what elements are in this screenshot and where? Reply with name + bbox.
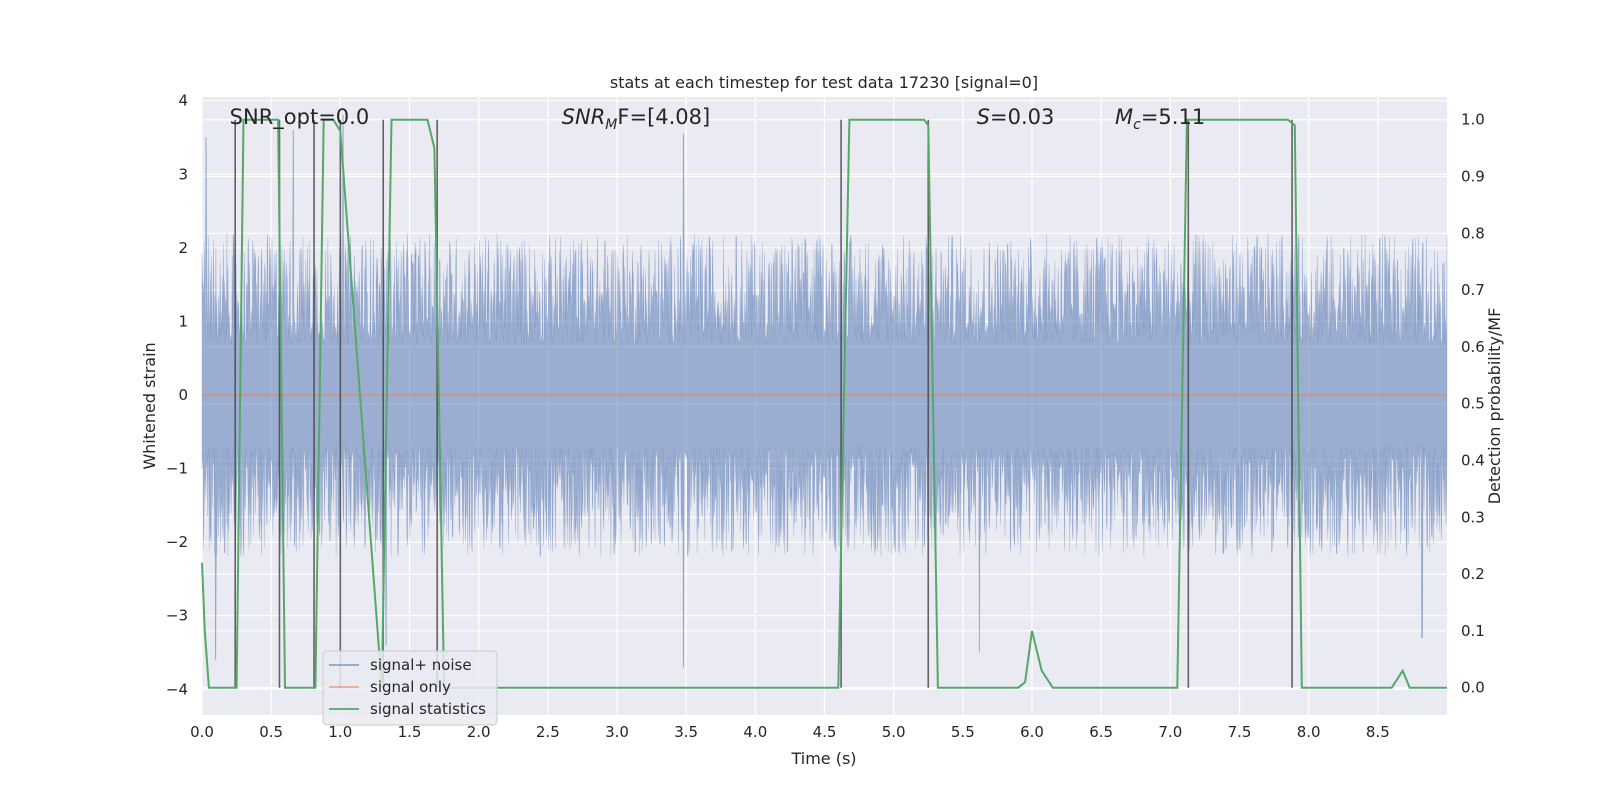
y2-tick-label: 0.1 xyxy=(1461,622,1485,640)
y-tick-labels: 4 3 2 1 0 −1 −2 −3 −4 xyxy=(166,92,188,699)
x-tick-label: 1.5 xyxy=(398,723,422,741)
x-tick-label: 0.5 xyxy=(259,723,283,741)
x-tick-label: 0.0 xyxy=(190,723,214,741)
x-tick-label: 7.0 xyxy=(1158,723,1182,741)
x-tick-label: 6.5 xyxy=(1089,723,1113,741)
statistics-series xyxy=(201,118,1447,689)
statistics-line xyxy=(201,118,1447,689)
y-tick-label: −3 xyxy=(166,607,188,625)
y2-tick-label: 0.8 xyxy=(1461,224,1485,242)
y-tick-label: 1 xyxy=(178,312,188,330)
y-tick-label: 3 xyxy=(178,165,188,183)
x-tick-label: 6.0 xyxy=(1020,723,1044,741)
y2-tick-label: 0.9 xyxy=(1461,168,1485,186)
x-tick-label: 7.5 xyxy=(1228,723,1252,741)
y2-tick-label: 0.2 xyxy=(1461,565,1485,583)
y2-axis-label: Detection probability/MF xyxy=(1485,308,1504,505)
x-tick-label: 3.0 xyxy=(605,723,629,741)
x-tick-label: 4.0 xyxy=(743,723,767,741)
noise-band xyxy=(201,115,1448,668)
x-tick-label: 1.0 xyxy=(328,723,352,741)
y2-tick-label: 1.0 xyxy=(1461,111,1485,129)
y2-tick-label: 0.3 xyxy=(1461,508,1485,526)
chart-title: stats at each timestep for test data 172… xyxy=(610,73,1038,92)
y2-tick-label: 0.7 xyxy=(1461,281,1485,299)
legend-label-statistics: signal statistics xyxy=(370,700,486,718)
y2-tick-label: 0.0 xyxy=(1461,679,1485,697)
annotation: SNR_opt=0.0 xyxy=(230,105,370,130)
x-tick-label: 8.5 xyxy=(1366,723,1390,741)
x-tick-label: 4.5 xyxy=(813,723,837,741)
y-tick-label: 4 xyxy=(178,92,188,110)
x-tick-label: 5.5 xyxy=(951,723,975,741)
y-tick-label: 2 xyxy=(178,239,188,257)
legend-label-noise: signal+ noise xyxy=(370,656,472,674)
y-tick-label: −2 xyxy=(166,533,188,551)
y-tick-label: 0 xyxy=(178,386,188,404)
legend-label-signal-only: signal only xyxy=(370,678,451,696)
annotation: S=0.03 xyxy=(977,105,1055,129)
annotation: Mc=5.11 xyxy=(1115,105,1205,133)
y-tick-label: −1 xyxy=(166,460,188,478)
legend: signal+ noise signal only signal statist… xyxy=(322,650,498,726)
annotation: SNRMF=[4.08] xyxy=(562,105,711,133)
y-axis-label: Whitened strain xyxy=(140,342,159,469)
y2-tick-labels: 1.0 0.9 0.8 0.7 0.6 0.5 0.4 0.3 0.2 0.1 0.0 xyxy=(1461,111,1485,697)
x-tick-label: 8.0 xyxy=(1297,723,1321,741)
x-axis-label: Time (s) xyxy=(790,749,856,768)
y2-tick-label: 0.4 xyxy=(1461,452,1485,470)
legend-box xyxy=(322,650,498,726)
y2-tick-label: 0.6 xyxy=(1461,338,1485,356)
y2-tick-label: 0.5 xyxy=(1461,395,1485,413)
x-tick-labels: 0.0 0.5 1.0 1.5 2.0 2.5 3.0 3.5 4.0 4.5 5.0 5.5 6.0 6… xyxy=(190,723,1390,741)
x-tick-label: 5.0 xyxy=(882,723,906,741)
y-tick-label: −4 xyxy=(166,680,188,698)
x-tick-label: 2.5 xyxy=(536,723,560,741)
x-tick-label: 3.5 xyxy=(674,723,698,741)
noise-series xyxy=(201,115,1448,668)
annotations: SNR_opt=0.0 SNRMF=[4.08] S=0.03 Mc=5.11 xyxy=(230,105,1206,133)
x-tick-label: 2.0 xyxy=(467,723,491,741)
